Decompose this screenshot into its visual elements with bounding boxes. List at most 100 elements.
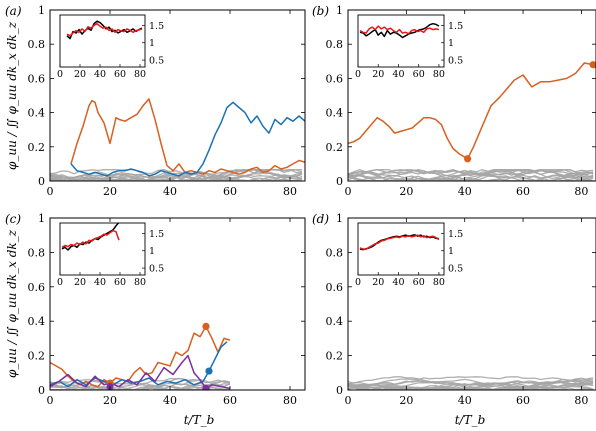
gray-mode-curve: [348, 169, 594, 181]
series-line-orange: [348, 62, 596, 160]
x-tick-label: 80: [574, 394, 588, 407]
panel-label: (d): [312, 212, 329, 226]
inset-y-tick-label: 1: [149, 246, 155, 257]
inset-x-tick-label: 40: [94, 69, 106, 80]
x-tick-label: 60: [223, 394, 237, 407]
inset-y-tick-label: 1.5: [448, 21, 463, 32]
y-tick-label: 0.4: [326, 107, 344, 120]
panel-label: (c): [5, 212, 21, 226]
x-tick-label: 40: [163, 394, 177, 407]
y-tick-label: 0.6: [326, 72, 344, 85]
y-tick-label: 1: [336, 212, 343, 225]
series-line-orange: [50, 325, 231, 388]
series-line-black: [359, 22, 440, 39]
inset-x-tick-label: 20: [74, 277, 86, 288]
x-tick-label: 60: [223, 185, 237, 198]
x-tick-label: 20: [103, 394, 117, 407]
y-axis-label-bottom: φ_uu / ∬ φ_uu dk_x dk_z: [5, 229, 19, 378]
axes-frame: [347, 9, 596, 182]
inset-background: [60, 15, 145, 67]
y-tick-label: 0.8: [326, 246, 344, 259]
inset-frame: [357, 222, 445, 276]
y-tick-label: 1: [336, 4, 343, 17]
highlight-marker: [589, 61, 596, 69]
panel-label: (a): [5, 4, 22, 18]
inset-y-tick-label: 0.5: [448, 264, 463, 275]
inset-panel: 0 20 40 60 800.5 1 1.5: [57, 222, 164, 288]
x-tick-label: 40: [458, 394, 472, 407]
y-tick-label: 0.2: [28, 350, 46, 363]
inset-x-tick-label: 0: [57, 277, 63, 288]
inset-background: [60, 223, 145, 275]
inset-frame: [357, 14, 445, 68]
inset-x-tick-label: 80: [134, 69, 146, 80]
inset-background: [358, 15, 444, 67]
series-line-red: [61, 229, 120, 248]
inset-y-tick-label: 1: [149, 38, 155, 49]
inset-x-tick-label: 20: [372, 69, 384, 80]
x-tick-label: 20: [103, 185, 117, 198]
x-tick-label: 20: [399, 394, 413, 407]
inset-y-tick-label: 1: [448, 246, 454, 257]
gray-mode-curve: [348, 169, 594, 181]
series-line-red: [66, 22, 143, 37]
y-axis-label-top: φ_uu / ∬ φ_uu dk_x dk_z: [5, 21, 19, 170]
inset-panel: 0 20 40 60 800.5 1 1.5: [355, 222, 463, 288]
y-tick-label: 0.2: [326, 350, 344, 363]
gray-mode-curve: [348, 376, 594, 387]
y-tick-label: 1: [38, 4, 45, 17]
inset-frame: [59, 222, 146, 276]
inset-background: [358, 223, 444, 275]
x-tick-label: 80: [283, 394, 297, 407]
series-line-red: [359, 25, 440, 35]
y-tick-label: 0.6: [326, 281, 344, 294]
y-tick-label: 0.8: [28, 246, 46, 259]
x-tick-label: 0: [47, 185, 54, 198]
y-tick-label: 1: [38, 212, 45, 225]
series-line-purple: [50, 354, 231, 390]
y-tick-label: 0.4: [28, 315, 46, 328]
x-tick-label: 80: [574, 185, 588, 198]
y-tick-label: 0.6: [28, 281, 46, 294]
inset-x-tick-label: 40: [392, 69, 404, 80]
inset-y-tick-label: 0.5: [448, 56, 463, 67]
panel-data: [50, 322, 231, 390]
panel-label: (b): [312, 4, 329, 18]
x-tick-label: 0: [47, 394, 54, 407]
x-tick-label: 60: [516, 394, 530, 407]
inset-y-tick-label: 0.5: [149, 264, 164, 275]
panel-data: [50, 98, 305, 181]
x-axis-label-left: t/T_b: [184, 413, 215, 427]
y-tick-label: 0.8: [28, 38, 46, 51]
inset-x-tick-label: 60: [114, 69, 126, 80]
gray-mode-curve: [50, 380, 231, 390]
gray-mode-curve: [348, 376, 594, 387]
inset-x-tick-label: 80: [433, 277, 445, 288]
y-tick-label: 0.4: [28, 107, 46, 120]
gray-mode-curve: [348, 169, 594, 178]
inset-x-tick-label: 60: [413, 277, 425, 288]
inset-x-tick-label: 20: [74, 69, 86, 80]
inset-y-tick-label: 0.5: [149, 56, 164, 67]
inset-x-tick-label: 0: [355, 277, 361, 288]
y-tick-label: 0: [336, 175, 343, 188]
inset-x-tick-label: 40: [392, 277, 404, 288]
x-tick-label: 80: [283, 185, 297, 198]
highlight-marker: [202, 322, 210, 330]
inset-x-tick-label: 80: [134, 277, 146, 288]
y-tick-label: 0: [38, 175, 45, 188]
y-tick-label: 0.4: [326, 315, 344, 328]
panel-data: [348, 376, 594, 390]
inset-x-tick-label: 0: [57, 69, 63, 80]
x-tick-label: 60: [516, 185, 530, 198]
axes-frame: [347, 217, 596, 391]
axes-frame: [49, 9, 306, 182]
inset-data: [359, 234, 440, 251]
inset-y-tick-label: 1.5: [149, 229, 164, 240]
series-line-black: [61, 223, 120, 251]
series-line-blue: [70, 101, 305, 177]
